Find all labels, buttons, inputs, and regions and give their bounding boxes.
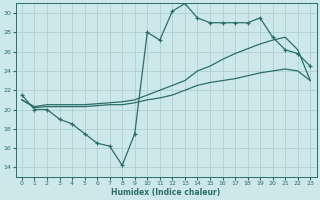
X-axis label: Humidex (Indice chaleur): Humidex (Indice chaleur)	[111, 188, 221, 197]
